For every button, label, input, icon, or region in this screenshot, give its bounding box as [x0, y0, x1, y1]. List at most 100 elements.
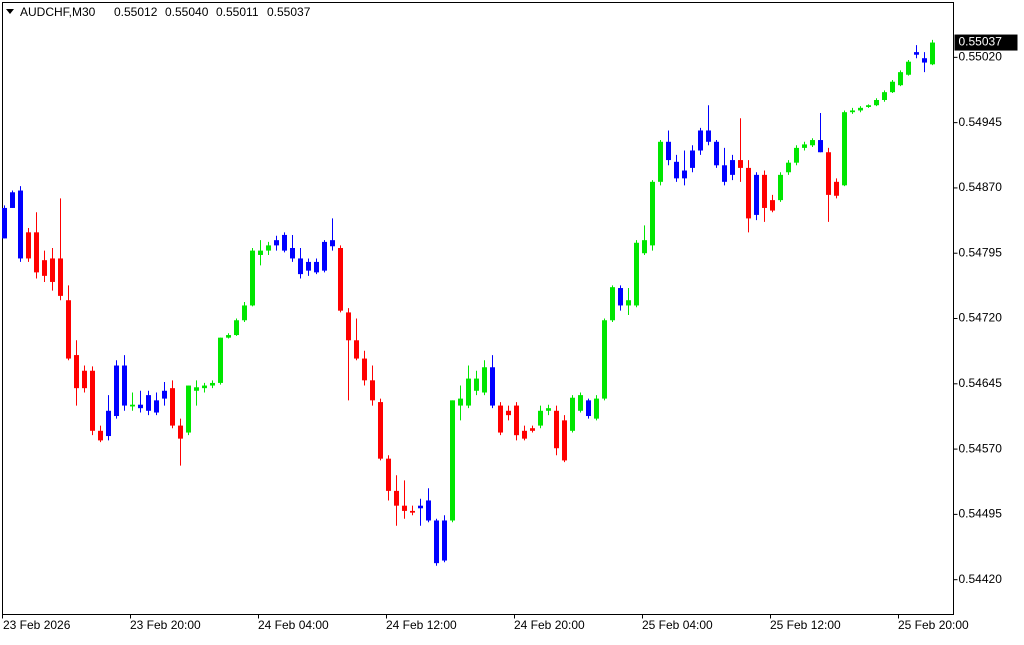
candle-body — [922, 58, 927, 63]
candle-body — [834, 181, 839, 196]
candle-body — [778, 174, 783, 201]
low-price: 0.55011 — [216, 5, 259, 19]
candle-body — [786, 162, 791, 173]
candle-body — [746, 167, 751, 219]
candle-body — [554, 410, 559, 449]
y-tick-label: 0.54870 — [959, 180, 1003, 194]
candle-body — [42, 260, 47, 276]
candle-body — [50, 258, 55, 282]
y-tick-label: 0.54420 — [959, 572, 1003, 586]
candle-body — [770, 200, 775, 211]
candle-body — [610, 287, 615, 321]
candle-body — [866, 105, 871, 107]
candle-body — [146, 395, 151, 411]
candle-body — [442, 520, 447, 561]
candle-body — [730, 160, 735, 175]
candle-body — [546, 408, 551, 411]
candle-body — [202, 385, 207, 389]
candle-body — [122, 365, 127, 406]
candle-body — [826, 152, 831, 195]
candle-body — [626, 300, 631, 306]
candle-body — [330, 240, 335, 247]
candle-body — [482, 367, 487, 393]
y-tick-label: 0.54570 — [959, 441, 1003, 455]
candle-body — [754, 174, 759, 215]
candle-body — [66, 300, 71, 359]
candle-body — [410, 510, 415, 513]
candles — [2, 39, 935, 566]
candle-body — [402, 505, 407, 511]
candle-body — [658, 141, 663, 182]
candle-body — [586, 400, 591, 417]
candle-body — [818, 140, 823, 153]
candle-body — [306, 261, 311, 271]
candle-body — [794, 147, 799, 163]
candle-body — [698, 130, 703, 151]
y-tick-label: 0.54645 — [959, 376, 1003, 390]
x-tick-label: 25 Feb 20:00 — [898, 618, 969, 632]
candle-body — [562, 420, 567, 461]
symbol-menu-arrow — [6, 9, 14, 14]
candle-body — [450, 400, 455, 521]
candle-body — [578, 395, 583, 411]
candle-body — [426, 500, 431, 521]
candle-body — [354, 340, 359, 359]
candle-body — [2, 207, 7, 239]
candle-body — [458, 398, 463, 406]
candle-body — [114, 365, 119, 417]
x-tick-label: 24 Feb 20:00 — [514, 618, 585, 632]
candle-body — [898, 72, 903, 86]
close-price: 0.55037 — [267, 5, 311, 19]
candle-body — [714, 141, 719, 166]
x-tick-label: 24 Feb 12:00 — [386, 618, 457, 632]
candle-body — [370, 380, 375, 401]
candle-body — [418, 505, 423, 509]
candle-body — [386, 458, 391, 491]
current-price-label: 0.55037 — [959, 35, 1003, 49]
candle-body — [906, 61, 911, 75]
candle-body — [762, 174, 767, 208]
symbol-label: AUDCHF,M30 — [20, 5, 96, 19]
candle-body — [258, 250, 263, 255]
candle-body — [722, 165, 727, 182]
plot-frame — [2, 2, 954, 615]
candle-body — [290, 247, 295, 259]
candle-body — [346, 312, 351, 341]
candle-body — [802, 144, 807, 148]
candle-body — [570, 397, 575, 431]
x-tick-label: 25 Feb 12:00 — [770, 618, 841, 632]
candle-body — [594, 398, 599, 419]
candle-body — [602, 320, 607, 399]
candle-body — [314, 261, 319, 273]
candle-body — [634, 242, 639, 306]
candle-body — [394, 490, 399, 506]
candle-body — [890, 81, 895, 93]
candle-body — [154, 400, 159, 413]
x-tick-label: 23 Feb 20:00 — [130, 618, 201, 632]
candle-body — [498, 405, 503, 433]
candle-body — [138, 404, 143, 409]
candle-body — [738, 160, 743, 168]
candle-body — [642, 240, 647, 254]
candle-body — [82, 370, 87, 389]
x-tick-label: 24 Feb 04:00 — [258, 618, 329, 632]
candle-body — [226, 335, 231, 338]
candle-body — [506, 410, 511, 416]
candle-body — [266, 245, 271, 251]
candle-body — [74, 355, 79, 389]
candle-body — [858, 107, 863, 111]
candle-body — [810, 140, 815, 146]
candle-body — [170, 388, 175, 426]
candle-body — [706, 130, 711, 142]
high-price: 0.55040 — [165, 5, 209, 19]
candle-body — [34, 232, 39, 273]
y-tick-label: 0.54720 — [959, 311, 1003, 325]
candle-body — [618, 288, 623, 306]
candle-body — [282, 234, 287, 251]
header: AUDCHF,M30 0.55012 0.55040 0.55011 0.550… — [20, 5, 311, 19]
candle-body — [106, 410, 111, 437]
candle-body — [650, 181, 655, 246]
